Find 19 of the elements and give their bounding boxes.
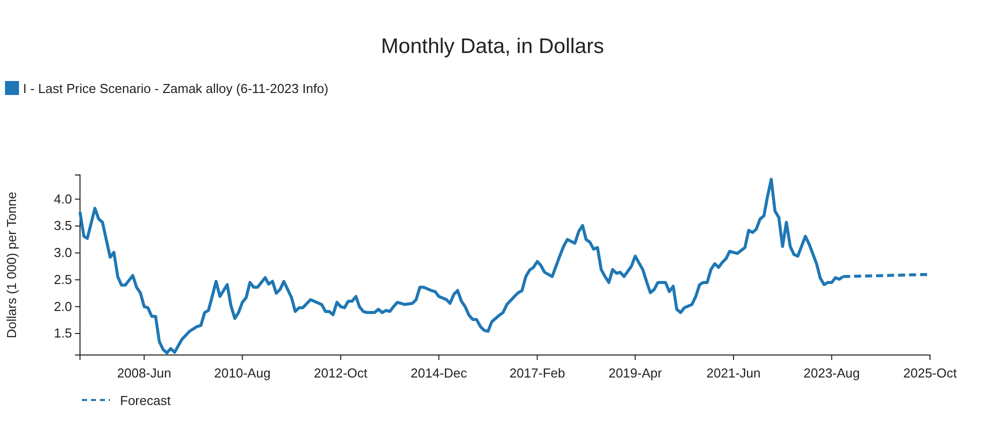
y-tick-label: 2.0: [54, 298, 72, 314]
legend-label: I - Last Price Scenario - Zamak alloy (6-11-2023 Info): [23, 81, 328, 96]
x-tick-label: 2025-Oct: [903, 365, 958, 380]
legend-label: Forecast: [120, 393, 171, 408]
x-tick-label: 2008-Jun: [117, 365, 172, 380]
chart-title: Monthly Data, in Dollars: [381, 35, 604, 58]
x-tick-label: 2014-Dec: [410, 365, 468, 380]
x-tick-label: 2017-Feb: [509, 365, 566, 380]
x-tick-label: 2010-Aug: [214, 365, 271, 380]
x-tick-label: 2021-Jun: [706, 365, 761, 380]
y-tick-label: 4.0: [54, 191, 72, 206]
y-tick-label: 1.5: [54, 326, 72, 341]
y-tick-label: 3.5: [54, 218, 72, 234]
y-tick-label: 2.5: [54, 272, 72, 287]
y-tick-label: 3.0: [54, 245, 72, 260]
x-tick-label: 2019-Apr: [608, 365, 663, 380]
x-tick-label: 2023-Aug: [804, 365, 860, 380]
y-axis-title: Dollars (1 000) per Tonne: [4, 192, 19, 338]
x-tick-label: 2012-Oct: [314, 365, 368, 380]
